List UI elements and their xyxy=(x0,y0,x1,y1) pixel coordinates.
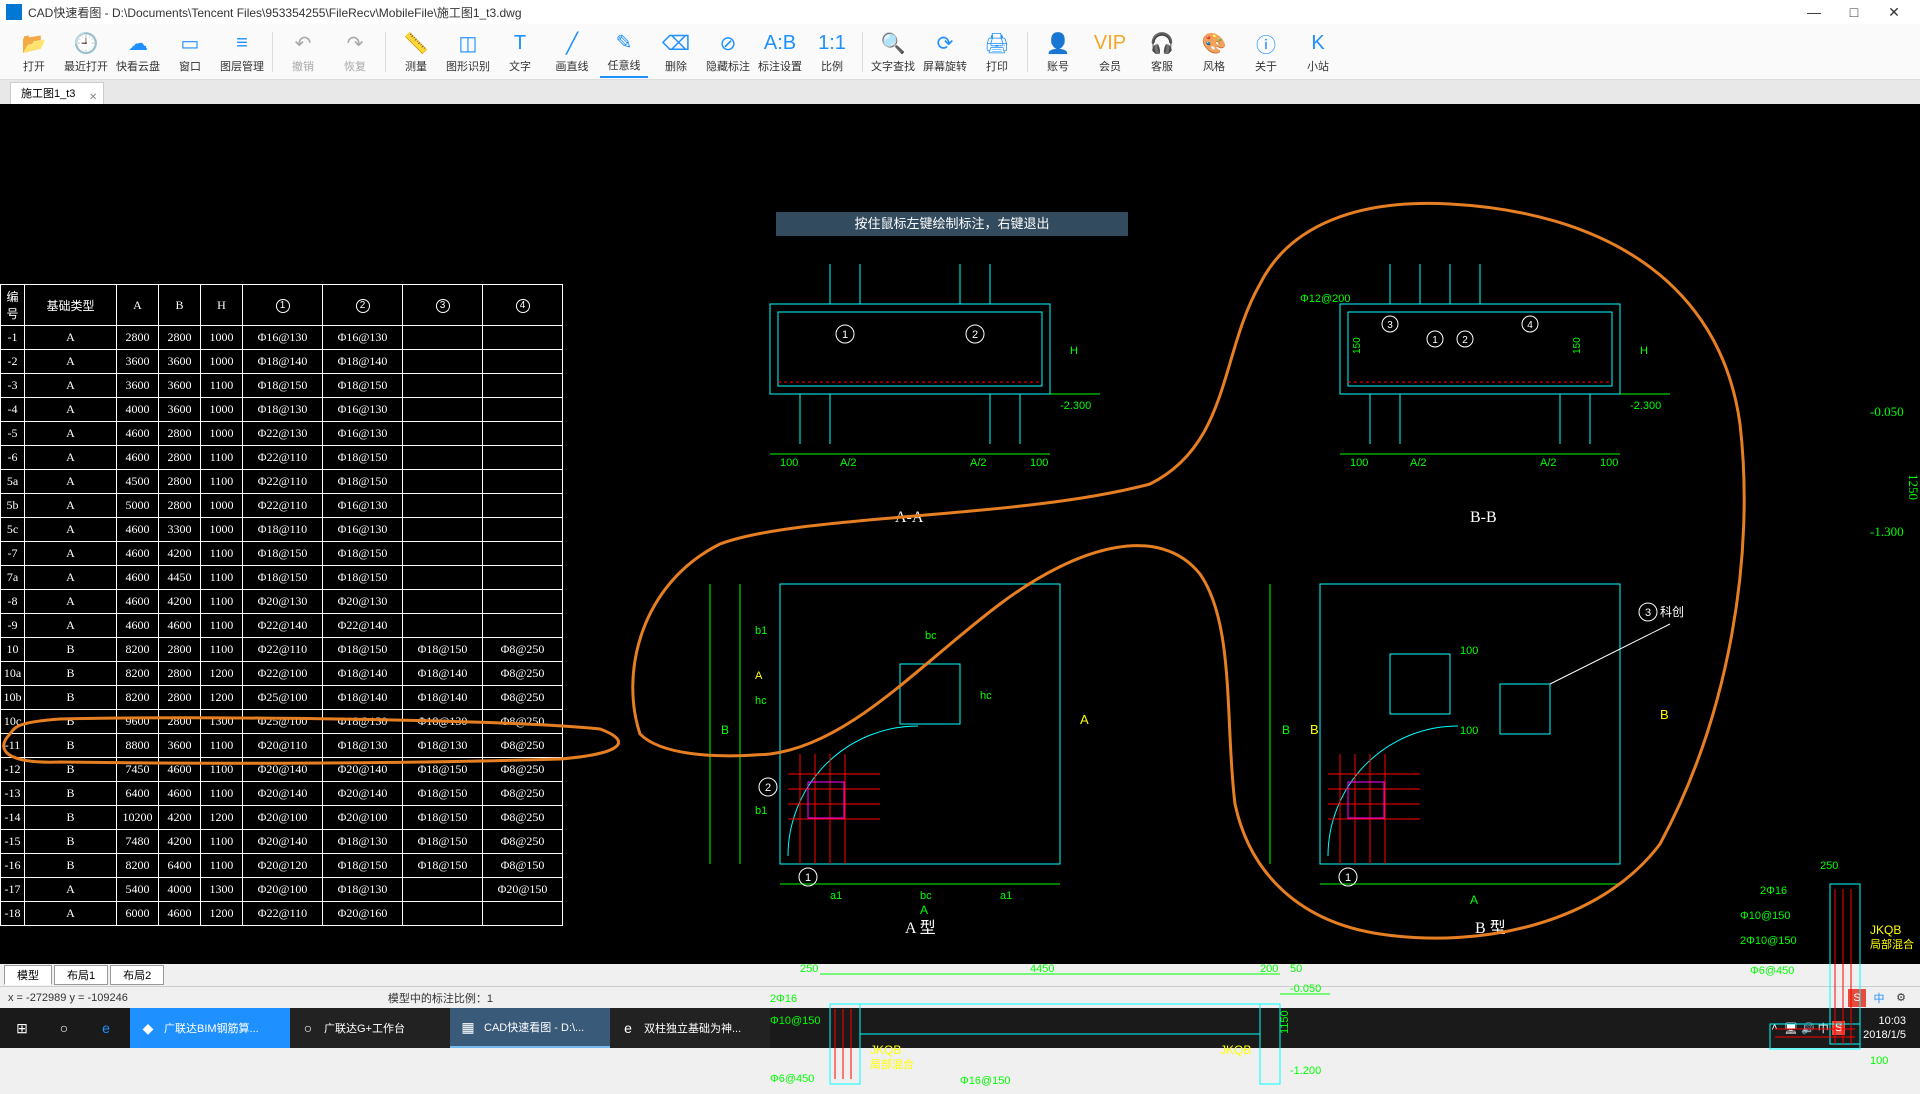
app-icon xyxy=(6,4,22,20)
detail-left-drawing: 250 4450 200 50 2Φ16 Φ10@150 Φ6@450 JKQB… xyxy=(770,954,1330,1094)
start-button[interactable]: ⊞ xyxy=(4,1008,46,1048)
svg-text:Φ10@150: Φ10@150 xyxy=(770,1015,821,1027)
freehand-annotation xyxy=(0,104,1920,964)
svg-text:Φ6@450: Φ6@450 xyxy=(770,1073,814,1085)
layout-tab[interactable]: 布局1 xyxy=(54,965,108,985)
svg-text:局部混合: 局部混合 xyxy=(870,1057,914,1071)
tool-小站[interactable]: K小站 xyxy=(1294,26,1342,78)
tool-icon: ↷ xyxy=(341,30,369,58)
tab-label: 施工图1_t3 xyxy=(21,88,75,100)
tool-客服[interactable]: 🎧客服 xyxy=(1138,26,1186,78)
minimize-button[interactable]: — xyxy=(1794,0,1834,24)
document-tabbar: 施工图1_t3 ✕ xyxy=(0,80,1920,104)
title-bar: CAD快速看图 - D:\Documents\Tencent Files\953… xyxy=(0,0,1920,24)
tool-icon: ⓘ xyxy=(1252,30,1280,58)
tool-icon: 🖨 xyxy=(983,30,1011,58)
tool-icon: 🕘 xyxy=(72,30,100,58)
svg-text:4450: 4450 xyxy=(1030,963,1054,975)
window-title: CAD快速看图 - D:\Documents\Tencent Files\953… xyxy=(28,4,522,21)
tool-删除[interactable]: ⌫删除 xyxy=(652,26,700,78)
tool-icon: ⌫ xyxy=(662,30,690,58)
edge-button[interactable]: e xyxy=(88,1008,130,1048)
maximize-button[interactable]: □ xyxy=(1834,0,1874,24)
tool-icon: ▭ xyxy=(176,30,204,58)
tool-账号[interactable]: 👤账号 xyxy=(1034,26,1082,78)
tool-icon: 🎨 xyxy=(1200,30,1228,58)
taskbar-app[interactable]: ○广联达G+工作台 xyxy=(290,1008,450,1048)
tool-图层管理[interactable]: ≡图层管理 xyxy=(218,26,266,78)
tool-icon: 🔍 xyxy=(879,30,907,58)
tool-icon: ≡ xyxy=(228,30,256,58)
tool-icon: ↶ xyxy=(289,30,317,58)
tool-icon: ☁ xyxy=(124,30,152,58)
coords-readout: x = -272989 y = -109246 xyxy=(8,992,128,1004)
tool-隐藏标注[interactable]: ⊘隐藏标注 xyxy=(704,26,752,78)
svg-text:1150: 1150 xyxy=(1279,1010,1291,1034)
tool-画直线[interactable]: ╱画直线 xyxy=(548,26,596,78)
tool-icon: VIP xyxy=(1096,30,1124,58)
tool-文字查找[interactable]: 🔍文字查找 xyxy=(869,26,917,78)
layout-tab[interactable]: 模型 xyxy=(4,965,52,985)
svg-text:JKQB: JKQB xyxy=(1220,1043,1251,1057)
tool-恢复[interactable]: ↷恢复 xyxy=(331,26,379,78)
tool-快看云盘[interactable]: ☁快看云盘 xyxy=(114,26,162,78)
tool-测量[interactable]: 📏测量 xyxy=(392,26,440,78)
svg-text:-1.200: -1.200 xyxy=(1290,1065,1321,1077)
taskbar-app[interactable]: ▦CAD快速看图 - D:\... xyxy=(450,1008,610,1048)
tool-icon: K xyxy=(1304,30,1332,58)
svg-text:200: 200 xyxy=(1260,963,1278,975)
tool-icon: 🎧 xyxy=(1148,30,1176,58)
main-toolbar: 📂打开🕘最近打开☁快看云盘▭窗口≡图层管理 ↶撤销↷恢复 📏测量◫图形识别T文字╱画… xyxy=(0,24,1920,80)
close-button[interactable]: ✕ xyxy=(1874,0,1914,24)
tool-标注设置[interactable]: A:B标注设置 xyxy=(756,26,804,78)
svg-text:2Φ16: 2Φ16 xyxy=(770,993,797,1005)
svg-text:JKQB: JKQB xyxy=(870,1043,901,1057)
svg-text:-0.050: -0.050 xyxy=(1290,983,1321,995)
svg-text:100: 100 xyxy=(1870,1055,1888,1067)
tool-icon: 📏 xyxy=(402,30,430,58)
tool-屏幕旋转[interactable]: ⟳屏幕旋转 xyxy=(921,26,969,78)
drawing-canvas[interactable]: 按住鼠标左键绘制标注，右键退出 编号基础类型ABH1234 -1A2800280… xyxy=(0,104,1920,964)
taskbar-app[interactable]: e双柱独立基础为神... xyxy=(610,1008,770,1048)
scale-readout: 模型中的标注比例：1 xyxy=(388,990,493,1006)
tool-任意线[interactable]: ✎任意线 xyxy=(600,26,648,78)
tool-会员[interactable]: VIP会员 xyxy=(1086,26,1134,78)
tool-风格[interactable]: 🎨风格 xyxy=(1190,26,1238,78)
svg-text:Φ6@450: Φ6@450 xyxy=(1750,965,1794,977)
tool-比例[interactable]: 1:1比例 xyxy=(808,26,856,78)
tool-icon: 1:1 xyxy=(818,30,846,58)
cortana-button[interactable]: ○ xyxy=(46,1008,88,1048)
tool-icon: T xyxy=(506,30,534,58)
tool-icon: ╱ xyxy=(558,30,586,58)
tool-icon: ✎ xyxy=(610,29,638,57)
taskbar-app[interactable]: ◆广联达BIM钢筋算... xyxy=(130,1008,290,1048)
tool-窗口[interactable]: ▭窗口 xyxy=(166,26,214,78)
tool-icon: 👤 xyxy=(1044,30,1072,58)
tool-打开[interactable]: 📂打开 xyxy=(10,26,58,78)
tool-图形识别[interactable]: ◫图形识别 xyxy=(444,26,492,78)
layout-tab[interactable]: 布局2 xyxy=(110,965,164,985)
document-tab[interactable]: 施工图1_t3 ✕ xyxy=(10,82,104,104)
tool-icon: 📂 xyxy=(20,30,48,58)
tool-icon: A:B xyxy=(766,30,794,58)
tool-icon: ◫ xyxy=(454,30,482,58)
tool-文字[interactable]: T文字 xyxy=(496,26,544,78)
svg-text:250: 250 xyxy=(800,963,818,975)
tool-icon: ⟳ xyxy=(931,30,959,58)
svg-text:50: 50 xyxy=(1290,963,1302,975)
tool-最近打开[interactable]: 🕘最近打开 xyxy=(62,26,110,78)
tool-icon: ⊘ xyxy=(714,30,742,58)
tool-撤销[interactable]: ↶撤销 xyxy=(279,26,327,78)
svg-text:Φ16@150: Φ16@150 xyxy=(960,1075,1011,1087)
tool-打印[interactable]: 🖨打印 xyxy=(973,26,1021,78)
tool-关于[interactable]: ⓘ关于 xyxy=(1242,26,1290,78)
